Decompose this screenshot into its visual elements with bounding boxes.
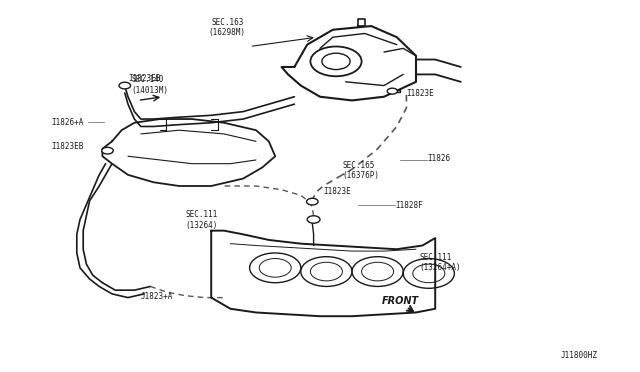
Text: I1826: I1826	[428, 154, 451, 163]
Text: SEC.140
(14013M): SEC.140 (14013M)	[131, 76, 168, 95]
Text: SEC.165
(16376P): SEC.165 (16376P)	[342, 161, 380, 180]
Text: I1828F: I1828F	[396, 201, 423, 210]
Text: FRONT: FRONT	[382, 296, 419, 306]
Text: J1823+A: J1823+A	[141, 292, 173, 301]
Text: I1823EB: I1823EB	[128, 74, 161, 83]
Circle shape	[119, 82, 131, 89]
Circle shape	[387, 88, 397, 94]
Text: J11800HZ: J11800HZ	[561, 351, 598, 360]
Circle shape	[102, 147, 113, 154]
Circle shape	[307, 216, 320, 223]
Text: I1823EB: I1823EB	[51, 142, 84, 151]
Text: I1826+A: I1826+A	[51, 118, 84, 126]
Text: SEC.163
(16298M): SEC.163 (16298M)	[209, 18, 246, 37]
Text: SEC.111
(13264+A): SEC.111 (13264+A)	[419, 253, 461, 272]
Circle shape	[307, 198, 318, 205]
Text: I1823E: I1823E	[406, 89, 434, 98]
Text: I1823E: I1823E	[323, 187, 351, 196]
Text: SEC.111
(13264): SEC.111 (13264)	[186, 210, 218, 230]
